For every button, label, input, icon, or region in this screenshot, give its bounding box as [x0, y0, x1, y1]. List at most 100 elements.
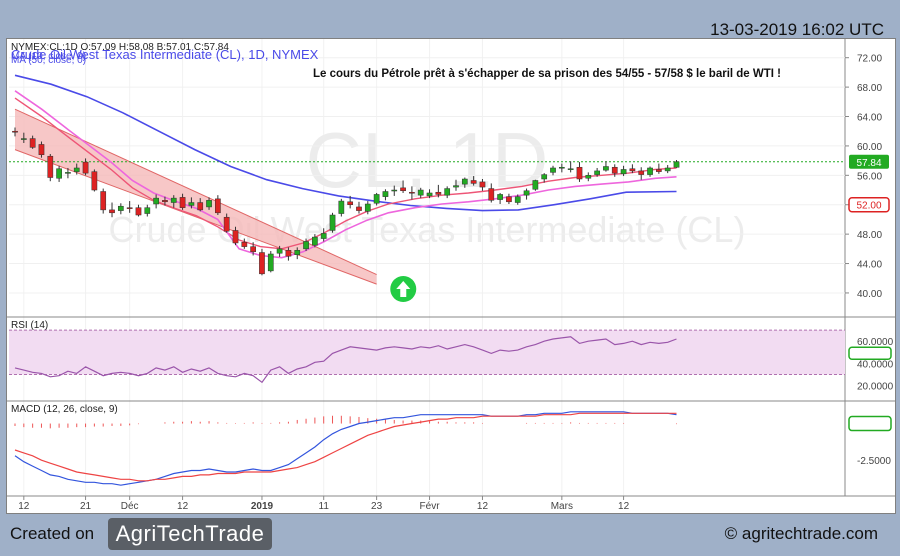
x-tick-label: Févr	[420, 501, 441, 512]
candle-body	[409, 191, 415, 194]
candle-body	[285, 250, 292, 257]
x-tick-label: 2019	[251, 501, 274, 512]
candle-body	[179, 197, 186, 208]
candle-body	[162, 200, 168, 203]
candle-body	[65, 172, 71, 174]
candle-body	[329, 214, 336, 231]
x-tick-label: Mars	[551, 501, 573, 512]
candle-body	[532, 180, 539, 190]
candle-body	[153, 197, 159, 205]
candle-body	[117, 205, 124, 211]
candle-body	[656, 169, 662, 172]
candle-body	[303, 241, 309, 250]
candle-body	[620, 169, 627, 175]
rsi-tick-label: 20.0000	[857, 382, 894, 393]
candle-body	[29, 138, 36, 148]
candle-body	[594, 170, 600, 175]
candle-body	[364, 203, 371, 212]
candle-body	[638, 170, 645, 175]
info-line: NYMEX:CL:1D O:57.09 H:58.08 B:57.01 C:57…	[11, 42, 229, 53]
date-time: 13-03-2019 16:02 UTC	[710, 20, 884, 39]
candle-body	[38, 144, 45, 155]
last-price-badge: 57.84	[856, 158, 881, 169]
candle-body	[417, 189, 424, 196]
ma50-line	[14, 74, 677, 212]
candle-body	[294, 250, 301, 255]
macd-tick-label: -2.5000	[857, 456, 891, 467]
ma50-label: MA (50, close, 0)	[11, 55, 86, 66]
candle-body	[611, 166, 618, 174]
candle-body	[523, 190, 530, 196]
price-tick-label: 40.00	[857, 289, 882, 300]
level-badge: 52.00	[856, 201, 881, 212]
ma-red-line	[14, 97, 677, 250]
candle-body	[20, 138, 27, 140]
x-tick-label: 23	[371, 501, 383, 512]
x-tick-label: 11	[319, 501, 330, 512]
last-price-badge-bg	[849, 154, 889, 169]
candle-body	[215, 198, 221, 214]
candle-body	[206, 200, 212, 208]
rsi-band	[9, 330, 845, 375]
candle-body	[241, 241, 248, 247]
candle-body	[576, 166, 583, 180]
agritechtrade-logo: AgriTechTrade	[108, 518, 272, 550]
candle-body	[550, 167, 556, 173]
instrument-label: Crude Oil West Texas Intermediate (CL), …	[11, 47, 319, 62]
candle-body	[91, 171, 98, 191]
candle-body	[664, 167, 671, 172]
price-chart-svg: CL, 1D Crude Oil West Texas Intermediate …	[7, 39, 895, 512]
ma10-label: MA (10, close, 0)	[11, 51, 86, 62]
candle-body	[541, 174, 548, 180]
candle-body	[444, 188, 451, 196]
rsi-label: RSI (14)	[11, 320, 48, 331]
price-tick-label: 64.00	[857, 113, 882, 124]
candle-body	[647, 167, 653, 175]
up-arrow-glyph	[396, 281, 411, 297]
x-tick-label: 12	[477, 501, 489, 512]
candle-body	[320, 233, 327, 239]
candle-body	[435, 191, 442, 195]
candle-body	[488, 188, 495, 201]
price-tick-label: 48.00	[857, 230, 882, 241]
price-tick-label: 56.00	[857, 171, 882, 182]
candle-body	[506, 196, 512, 203]
x-tick-label: 12	[18, 501, 30, 512]
candle-body	[82, 161, 89, 174]
candle-body	[461, 178, 468, 185]
chart-panel: CL, 1D Crude Oil West Texas Intermediate …	[6, 38, 896, 514]
price-tick-label: 68.00	[857, 83, 882, 94]
rsi-tick-label: 40.0000	[857, 359, 894, 370]
candle-body	[338, 200, 345, 214]
candle-body	[170, 197, 177, 203]
candle-body	[453, 185, 459, 188]
footer: Created on AgriTechTrade © agritechtrade…	[0, 512, 900, 556]
candle-body	[259, 252, 265, 275]
rsi-badge-bg	[848, 346, 892, 360]
rsi-tick-label: 60.0000	[857, 337, 894, 348]
candle-body	[188, 202, 195, 206]
x-tick-label: 12	[618, 501, 630, 512]
candle-body	[250, 246, 256, 253]
candle-body	[514, 196, 521, 203]
candle-body	[382, 191, 389, 197]
x-tick-label: 12	[177, 501, 189, 512]
top-bar: 13-03-2019 16:02 UTC	[0, 0, 900, 40]
candle-body	[232, 230, 239, 244]
macd-badge-bg	[848, 415, 892, 432]
descending-channel-fill	[15, 109, 377, 285]
candle-body	[135, 207, 142, 216]
candle-body	[391, 189, 398, 192]
candle-body	[144, 207, 151, 214]
candle-body	[347, 201, 354, 205]
price-tick-label: 60.00	[857, 142, 882, 153]
site-url[interactable]: © agritechtrade.com	[724, 524, 878, 543]
candle-body	[267, 253, 274, 272]
macd-signal-line	[14, 412, 677, 482]
candle-body	[276, 248, 283, 254]
candle-body	[558, 166, 565, 169]
candle-body	[470, 180, 477, 184]
candle-body	[373, 194, 380, 204]
candle-body	[73, 167, 80, 172]
candle-body	[126, 207, 133, 209]
